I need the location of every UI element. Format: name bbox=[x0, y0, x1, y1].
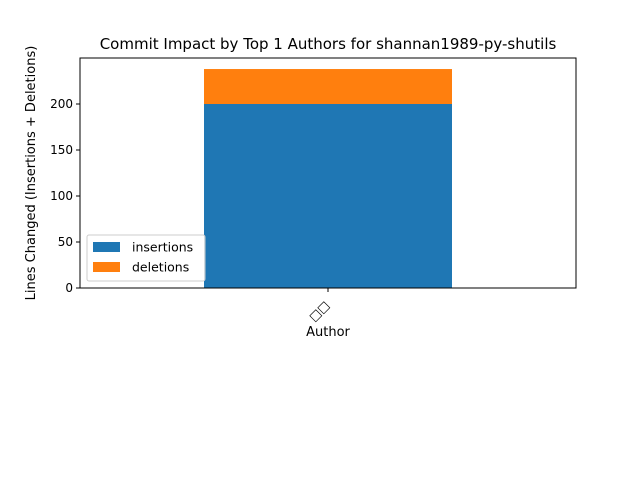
bar-insertions-0 bbox=[204, 104, 452, 288]
legend: insertions deletions bbox=[86, 234, 206, 282]
y-tick-label-0: 0 bbox=[65, 281, 73, 295]
legend-swatch-deletions bbox=[93, 262, 120, 272]
legend-swatch-insertions bbox=[93, 242, 120, 252]
bars-group bbox=[204, 69, 452, 288]
legend-label-deletions: deletions bbox=[132, 260, 189, 275]
legend-label-insertions: insertions bbox=[132, 240, 193, 255]
y-tick-label-1: 50 bbox=[58, 235, 73, 249]
y-tick-label-3: 150 bbox=[50, 143, 73, 157]
y-axis-ticks: 0 50 100 150 200 bbox=[50, 97, 80, 295]
y-axis-label: Lines Changed (Insertions + Deletions) bbox=[24, 46, 39, 301]
chart-title: Commit Impact by Top 1 Authors for shann… bbox=[100, 35, 557, 53]
x-axis-label: Author bbox=[306, 325, 350, 340]
bar-deletions-0 bbox=[204, 69, 452, 104]
y-tick-label-4: 200 bbox=[50, 97, 73, 111]
y-tick-label-2: 100 bbox=[50, 189, 73, 203]
